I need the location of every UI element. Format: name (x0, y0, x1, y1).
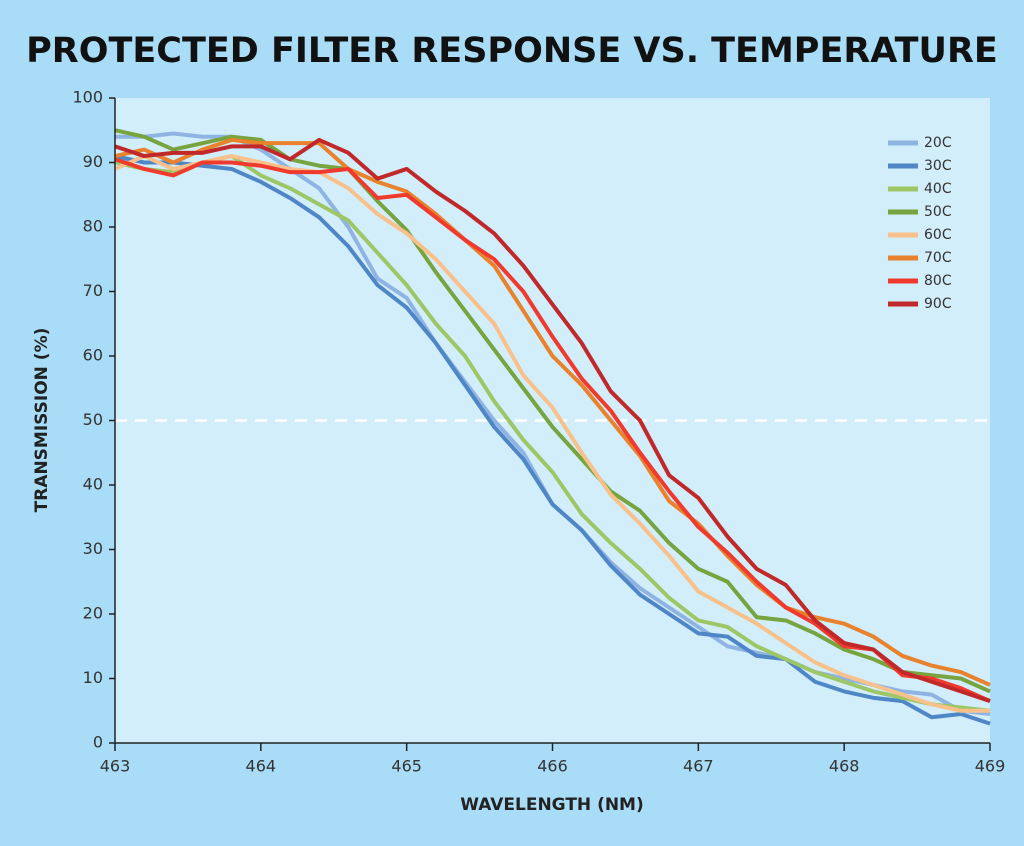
y-tick-label: 70 (83, 281, 103, 300)
y-tick-label: 30 (83, 539, 103, 558)
series-line (114, 154, 990, 713)
legend-label: 40C (924, 181, 952, 197)
x-tick-label: 463 (100, 757, 131, 776)
legend-label: 30C (924, 158, 952, 174)
series-line (114, 128, 991, 694)
x-tick-label: 469 (975, 757, 1006, 776)
legend-label: 80C (924, 273, 952, 289)
legend-label: 90C (924, 296, 952, 312)
x-tick-label: 467 (683, 757, 714, 776)
y-axis-label: TRANSMISSION (%) (32, 328, 52, 513)
series-line (114, 137, 991, 703)
legend-label: 60C (924, 227, 952, 243)
y-tick-label: 80 (83, 217, 103, 236)
x-tick-label: 464 (246, 757, 277, 776)
x-tick-label: 468 (829, 757, 860, 776)
y-tick-label: 20 (83, 604, 103, 623)
y-tick-label: 40 (83, 475, 103, 494)
x-tick-label: 465 (391, 757, 422, 776)
y-tick-label: 50 (83, 410, 103, 429)
legend-label: 50C (924, 204, 952, 220)
x-tick-label: 466 (537, 757, 568, 776)
series-line (114, 157, 991, 703)
y-tick-label: 90 (83, 152, 103, 171)
chart-title: PROTECTED FILTER RESPONSE VS. TEMPERATUR… (26, 31, 998, 71)
y-tick-label: 100 (72, 88, 103, 107)
legend-label: 70C (924, 250, 952, 266)
series-line (114, 137, 991, 687)
y-tick-label: 10 (83, 668, 103, 687)
y-tick-label: 60 (83, 346, 103, 365)
y-tick-label: 0 (93, 733, 103, 752)
legend-label: 20C (924, 135, 952, 151)
series-line (114, 154, 991, 726)
x-axis-label: WAVELENGTH (NM) (460, 795, 644, 815)
series-line (114, 154, 991, 713)
